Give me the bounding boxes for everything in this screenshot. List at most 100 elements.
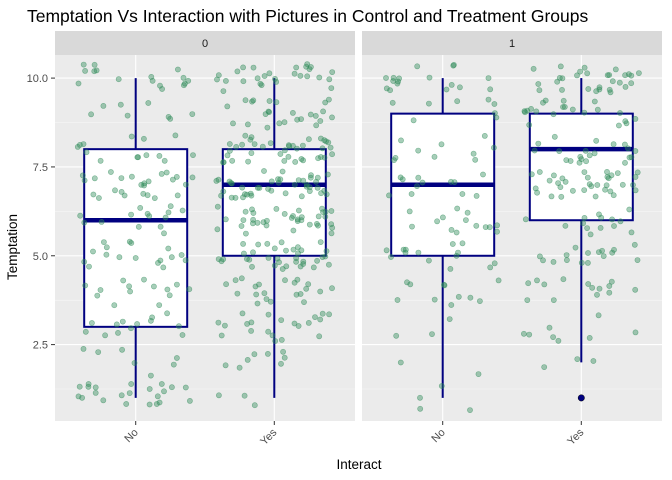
data-point: [313, 178, 319, 185]
data-point: [563, 157, 570, 163]
data-point: [220, 88, 227, 94]
data-point: [304, 73, 311, 80]
data-point: [535, 140, 542, 147]
data-point: [220, 159, 227, 166]
data-point: [86, 263, 92, 270]
data-point: [406, 208, 413, 215]
data-point: [218, 332, 225, 339]
data-point: [472, 156, 479, 163]
data-point: [289, 110, 296, 116]
data-point: [257, 80, 264, 87]
data-point: [390, 74, 397, 81]
data-point: [182, 181, 189, 188]
data-point: [81, 219, 88, 226]
data-point: [548, 193, 555, 200]
data-point: [628, 154, 635, 160]
data-point: [606, 289, 613, 296]
data-point: [619, 181, 626, 188]
data-point: [233, 143, 240, 150]
facet-strip-label: 0: [202, 38, 208, 50]
data-point: [269, 332, 276, 339]
data-point: [585, 250, 591, 256]
data-point: [266, 98, 273, 104]
data-point: [320, 108, 326, 115]
data-point: [581, 64, 588, 71]
data-point: [118, 188, 125, 195]
data-point: [157, 82, 163, 89]
data-point: [459, 240, 466, 247]
data-point: [485, 96, 492, 103]
data-point: [315, 155, 321, 162]
data-point: [272, 76, 278, 82]
data-point: [103, 251, 110, 258]
data-point: [328, 230, 335, 237]
data-point: [327, 144, 334, 151]
data-point: [179, 207, 186, 214]
data-point: [81, 258, 88, 265]
data-point: [307, 111, 314, 118]
data-point: [182, 384, 189, 391]
data-point: [295, 250, 301, 257]
data-point: [221, 322, 228, 329]
data-point: [583, 158, 589, 165]
data-point: [329, 151, 335, 158]
data-point: [604, 173, 611, 180]
data-point: [282, 190, 289, 197]
data-point: [634, 169, 641, 176]
data-point: [90, 191, 97, 198]
data-point: [594, 182, 601, 188]
data-point: [135, 223, 142, 230]
data-point: [383, 85, 390, 92]
data-point: [581, 187, 588, 193]
data-point: [267, 140, 274, 146]
data-point: [525, 280, 532, 287]
data-point: [179, 332, 186, 338]
data-point: [291, 279, 298, 286]
data-point: [266, 70, 273, 77]
data-point: [295, 323, 302, 329]
data-point: [487, 86, 494, 93]
data-point: [610, 192, 617, 199]
data-point: [439, 214, 446, 221]
data-point: [398, 137, 404, 144]
data-point: [448, 226, 455, 233]
data-point: [495, 277, 502, 284]
data-point: [556, 75, 563, 81]
data-point: [178, 252, 185, 258]
data-point: [232, 194, 239, 201]
data-point: [279, 168, 286, 175]
data-point: [294, 116, 301, 123]
data-point: [631, 241, 638, 248]
data-point: [550, 334, 556, 340]
data-point: [612, 66, 619, 73]
data-point: [561, 104, 568, 110]
data-point: [240, 78, 247, 85]
data-point: [213, 177, 220, 184]
data-point: [253, 291, 260, 298]
data-point: [446, 316, 453, 322]
data-point: [522, 216, 529, 223]
data-point: [487, 264, 494, 271]
data-point: [251, 351, 258, 358]
data-point: [159, 86, 165, 92]
facet-panel-1: 1 No Yes: [362, 31, 662, 448]
data-point: [557, 184, 564, 190]
data-point: [189, 174, 196, 181]
data-point: [113, 321, 120, 328]
data-point: [165, 245, 172, 252]
data-point: [591, 150, 598, 157]
data-point: [115, 76, 122, 83]
data-point: [556, 148, 563, 154]
data-point: [76, 383, 83, 390]
data-point: [226, 147, 233, 154]
data-point: [283, 247, 289, 254]
data-point: [456, 84, 463, 91]
data-point: [224, 152, 231, 159]
data-point: [222, 216, 229, 223]
data-point: [584, 70, 591, 77]
data-point: [80, 345, 87, 352]
data-point: [314, 184, 321, 191]
data-point: [322, 213, 329, 220]
data-point: [534, 277, 540, 284]
data-point: [128, 133, 135, 140]
